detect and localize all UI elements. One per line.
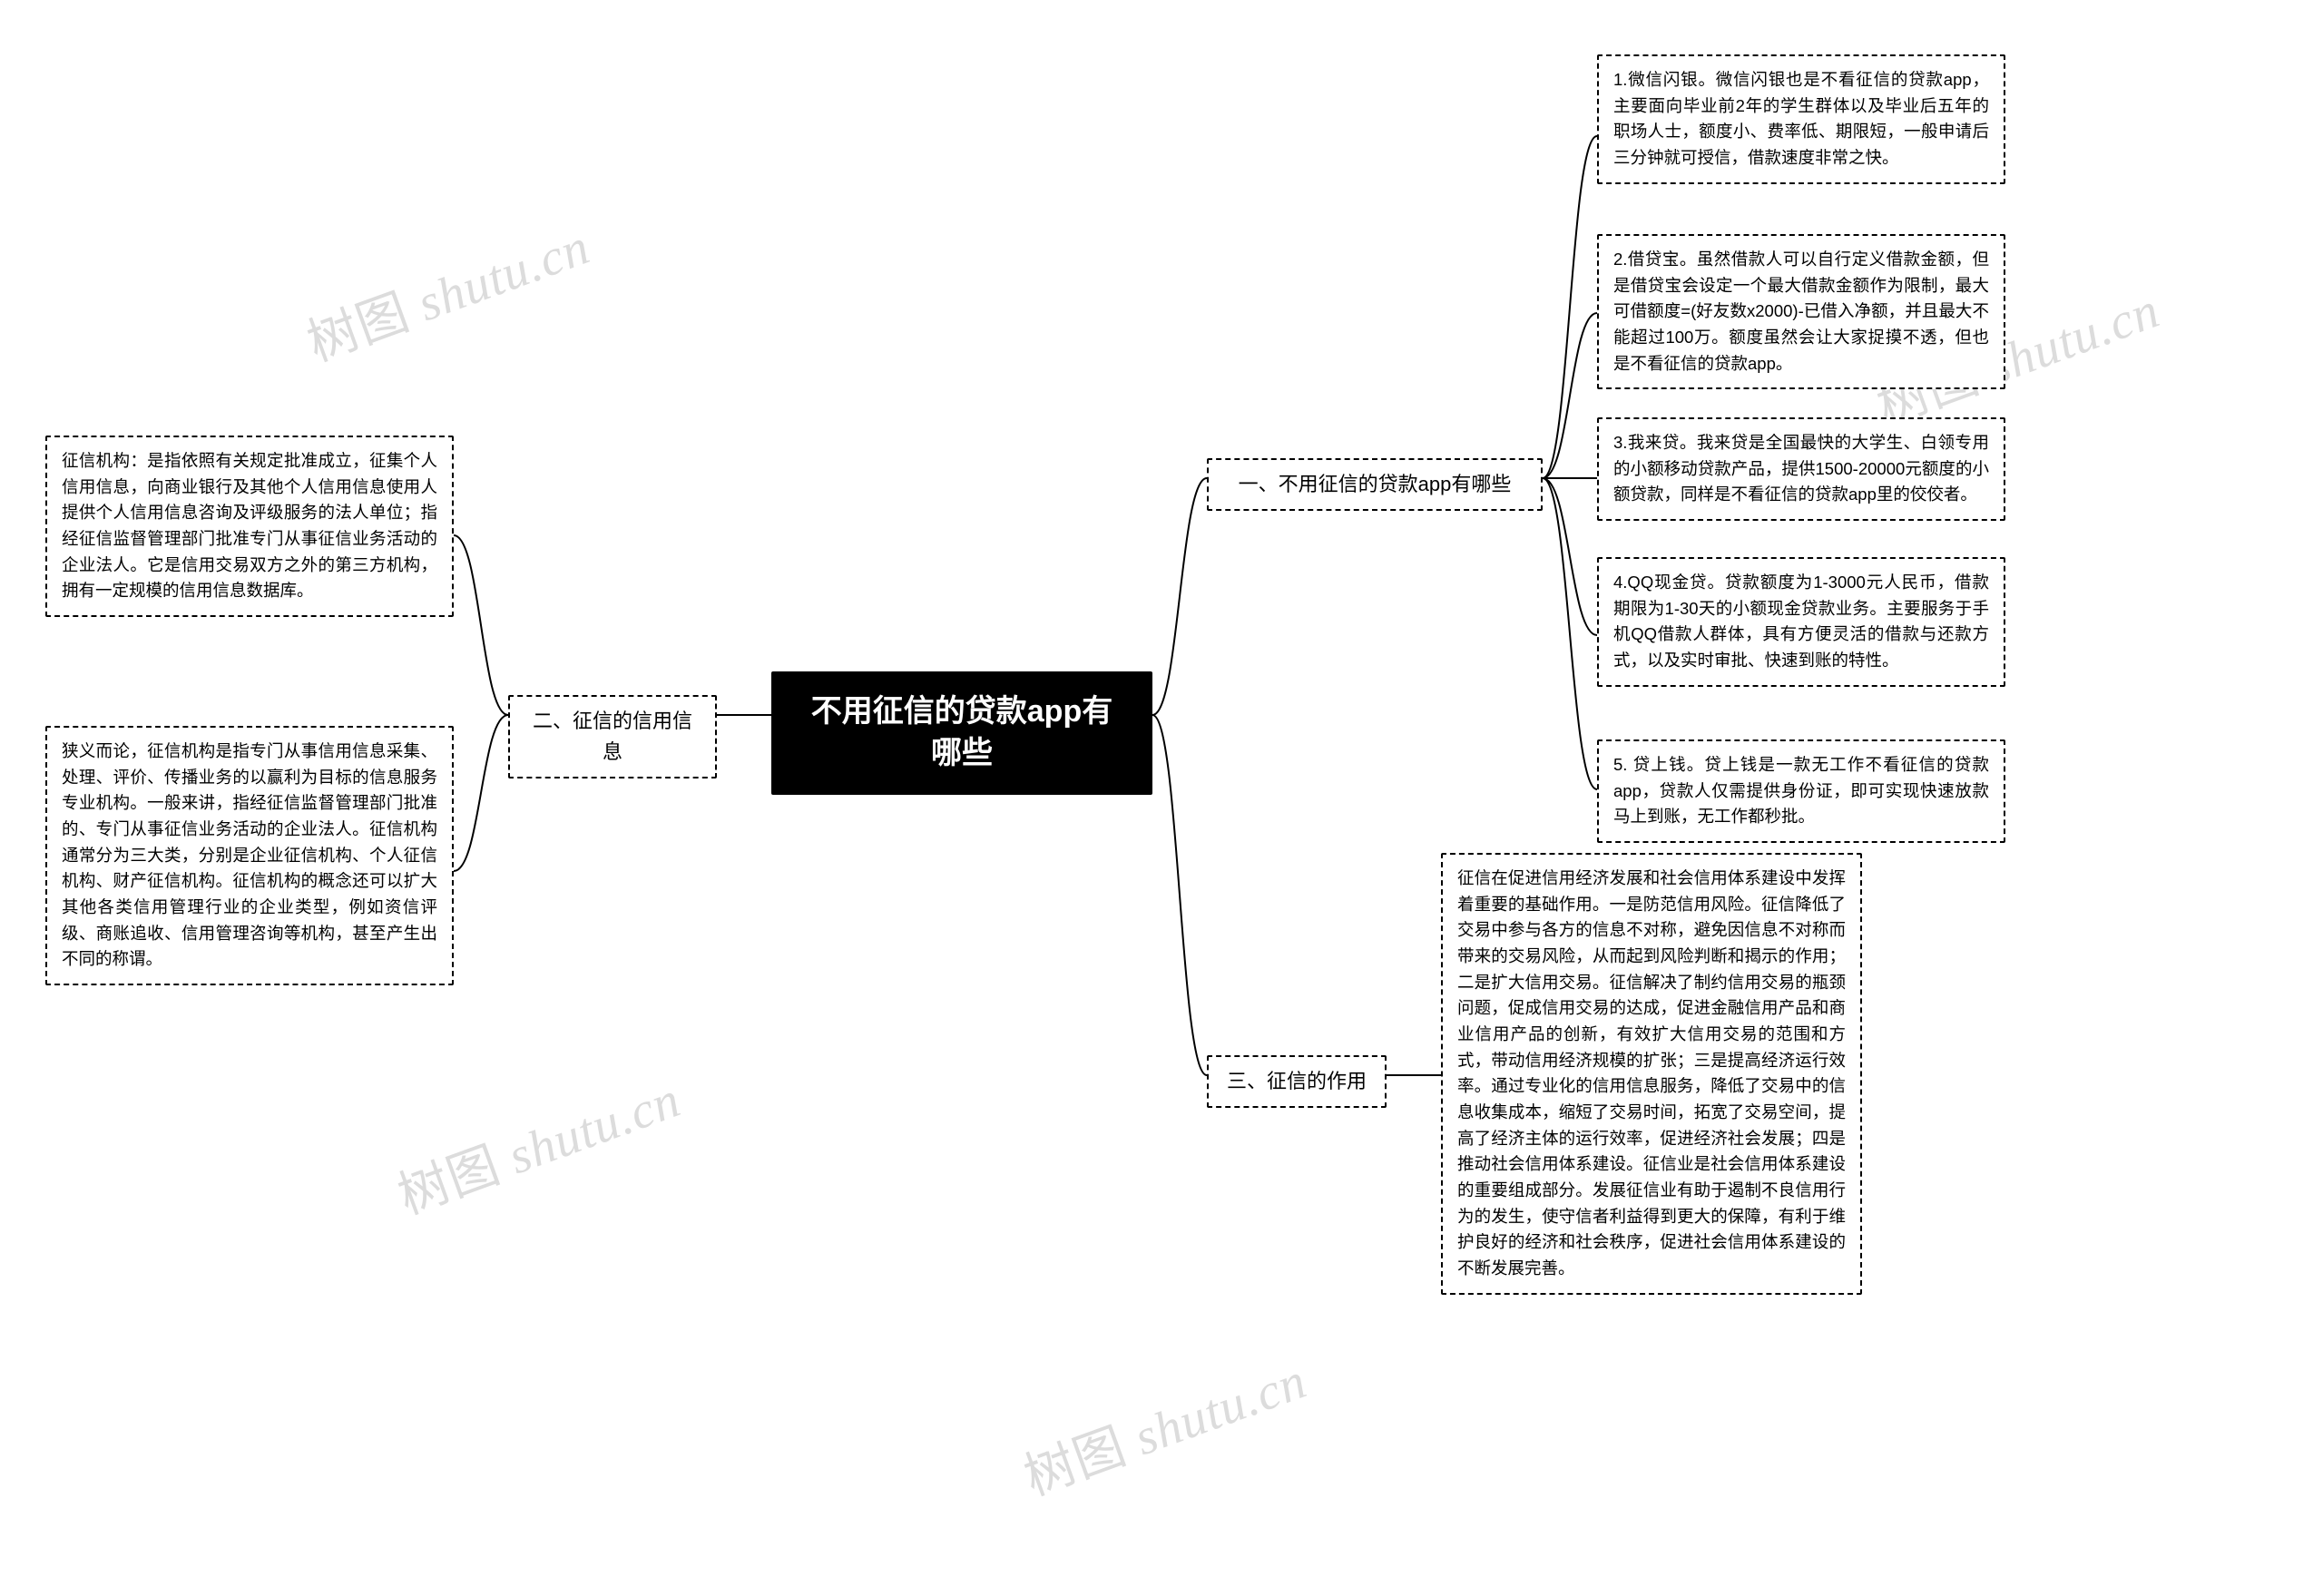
branch-b3-label: 三、征信的作用 xyxy=(1227,1070,1367,1092)
branch-b2: 二、征信的信用信息 xyxy=(508,695,717,778)
leaf-b2-1: 征信机构：是指依照有关规定批准成立，征集个人信用信息，向商业银行及其他个人信用信… xyxy=(45,436,454,617)
leaf-b1-3: 3.我来贷。我来贷是全国最快的大学生、白领专用的小额移动贷款产品，提供1500-… xyxy=(1597,417,2005,521)
watermark: 树图 shutu.cn xyxy=(387,1059,689,1229)
watermark: 树图 shutu.cn xyxy=(1013,1340,1315,1510)
edge-b2-2 xyxy=(454,715,508,871)
edge-b1-4 xyxy=(1543,478,1597,635)
leaf-b3-1-text: 征信在促进信用经济发展和社会信用体系建设中发挥着重要的基础作用。一是防范信用风险… xyxy=(1457,868,1846,1278)
edge-b1-5 xyxy=(1543,478,1597,789)
watermark: 树图 shutu.cn xyxy=(296,206,598,376)
watermark-latin: shutu.cn xyxy=(1127,1353,1314,1466)
leaf-b1-4: 4.QQ现金贷。贷款额度为1-3000元人民币，借款期限为1-30天的小额现金贷… xyxy=(1597,557,2005,687)
leaf-b1-3-text: 3.我来贷。我来贷是全国最快的大学生、白领专用的小额移动贷款产品，提供1500-… xyxy=(1613,433,1989,504)
edge-center-b3 xyxy=(1152,715,1207,1075)
leaf-b1-1-text: 1.微信闪银。微信闪银也是不看征信的贷款app，主要面向毕业前2年的学生群体以及… xyxy=(1613,70,1989,167)
edge-center-b1 xyxy=(1152,478,1207,715)
branch-b1: 一、不用征信的贷款app有哪些 xyxy=(1207,458,1543,511)
branch-b2-label: 二、征信的信用信息 xyxy=(533,710,692,763)
edge-b1-1 xyxy=(1543,136,1597,478)
leaf-b2-2-text: 狭义而论，征信机构是指专门从事信用信息采集、处理、评价、传播业务的以赢利为目标的… xyxy=(62,741,437,968)
leaf-b2-1-text: 征信机构：是指依照有关规定批准成立，征集个人信用信息，向商业银行及其他个人信用信… xyxy=(62,451,437,600)
leaf-b1-5: 5. 贷上钱。贷上钱是一款无工作不看征信的贷款app，贷款人仅需提供身份证，即可… xyxy=(1597,739,2005,843)
branch-b1-label: 一、不用征信的贷款app有哪些 xyxy=(1239,473,1512,495)
leaf-b1-2: 2.借贷宝。虽然借款人可以自行定义借款金额，但是借贷宝会设定一个最大借款金额作为… xyxy=(1597,234,2005,389)
center-title: 不用征信的贷款app有哪些 xyxy=(811,694,1112,770)
leaf-b1-5-text: 5. 贷上钱。贷上钱是一款无工作不看征信的贷款app，贷款人仅需提供身份证，即可… xyxy=(1613,755,1989,826)
watermark-han: 树图 xyxy=(299,282,417,371)
edge-b1-2 xyxy=(1543,313,1597,478)
mindmap-canvas: 树图 shutu.cn 树图 shutu.cn 树图 shutu.cn 树图 s… xyxy=(0,0,2323,1596)
leaf-b1-4-text: 4.QQ现金贷。贷款额度为1-3000元人民币，借款期限为1-30天的小额现金贷… xyxy=(1613,573,1989,670)
branch-b3: 三、征信的作用 xyxy=(1207,1055,1387,1108)
leaf-b3-1: 征信在促进信用经济发展和社会信用体系建设中发挥着重要的基础作用。一是防范信用风险… xyxy=(1441,853,1862,1295)
watermark-latin: shutu.cn xyxy=(501,1072,688,1185)
leaf-b2-2: 狭义而论，征信机构是指专门从事信用信息采集、处理、评价、传播业务的以赢利为目标的… xyxy=(45,726,454,985)
watermark-latin: shutu.cn xyxy=(410,219,597,332)
edge-b2-1 xyxy=(454,535,508,715)
center-node: 不用征信的贷款app有哪些 xyxy=(771,671,1152,795)
watermark-han: 树图 xyxy=(390,1135,507,1224)
leaf-b1-1: 1.微信闪银。微信闪银也是不看征信的贷款app，主要面向毕业前2年的学生群体以及… xyxy=(1597,54,2005,184)
watermark-latin: shutu.cn xyxy=(1980,282,2167,396)
leaf-b1-2-text: 2.借贷宝。虽然借款人可以自行定义借款金额，但是借贷宝会设定一个最大借款金额作为… xyxy=(1613,250,1989,373)
watermark-han: 树图 xyxy=(1016,1416,1133,1505)
